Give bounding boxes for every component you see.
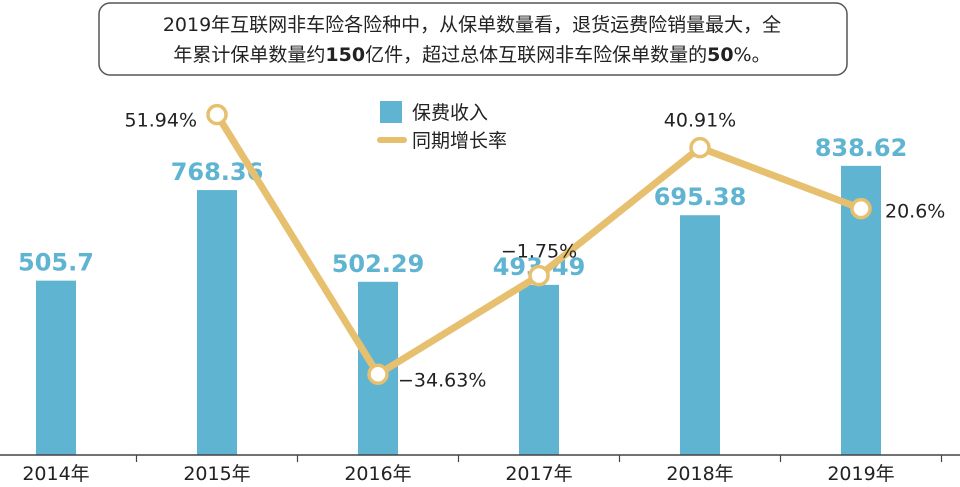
- growth-value-label: 51.94%: [125, 110, 197, 132]
- bar: [36, 280, 76, 455]
- growth-data-labels: 51.94% −34.63% −1.75% 40.91% 20.6%: [125, 110, 946, 392]
- bar: [197, 190, 237, 456]
- x-tick-label: 2019年: [827, 463, 894, 485]
- legend-label-bar: 保费收入: [412, 102, 488, 124]
- annotation-line-1: 2019年互联网非车险各险种中，从保单数量看，退货运费险销量最大，全: [163, 14, 781, 36]
- growth-value-label: −34.63%: [398, 369, 486, 391]
- annotation-line-2-part: 年累计保单数量约: [173, 44, 325, 66]
- growth-point: [528, 264, 550, 287]
- growth-value-label: −1.75%: [501, 241, 577, 263]
- annotation-line-2-part: 150: [325, 44, 365, 66]
- x-tick-label: 2017年: [505, 463, 572, 485]
- annotation-line-2-part: 亿件，超过总体互联网非车险保单数量的: [365, 44, 707, 66]
- legend-swatch-bar: [380, 101, 402, 123]
- x-tick-label: 2018年: [666, 463, 733, 485]
- bar-value-label: 695.38: [654, 183, 747, 211]
- annotation-line-2-part: 50: [707, 44, 733, 66]
- bar-value-label: 838.62: [815, 134, 908, 162]
- bar: [680, 215, 720, 455]
- annotation-line-2: 年累计保单数量约150亿件，超过总体互联网非车险保单数量的50%。: [173, 44, 770, 66]
- x-tick-label: 2014年: [22, 463, 89, 485]
- legend: 保费收入 同期增长率: [377, 101, 507, 152]
- annotation-border: [98, 2, 848, 76]
- growth-value-label: 20.6%: [885, 201, 945, 223]
- bar-value-label: 502.29: [332, 250, 425, 278]
- bar: [519, 284, 559, 455]
- growth-line-series: [206, 103, 872, 386]
- x-axis-ticks: 2014年 2015年 2016年 2017年 2018年 2019年: [22, 455, 943, 485]
- growth-value-label: 40.91%: [664, 110, 736, 132]
- x-tick-label: 2016年: [344, 463, 411, 485]
- growth-point: [850, 197, 872, 220]
- growth-point: [367, 363, 389, 386]
- annotation-line-2-part: %。: [734, 44, 771, 66]
- annotation-box: 2019年互联网非车险各险种中，从保单数量看，退货运费险销量最大，全 年累计保单…: [98, 2, 848, 76]
- x-tick-label: 2015年: [183, 463, 250, 485]
- bar-series: [36, 165, 881, 456]
- growth-point: [206, 103, 228, 126]
- legend-label-line: 同期增长率: [412, 130, 507, 152]
- growth-point: [689, 136, 711, 159]
- bar-value-label: 505.7: [18, 249, 94, 277]
